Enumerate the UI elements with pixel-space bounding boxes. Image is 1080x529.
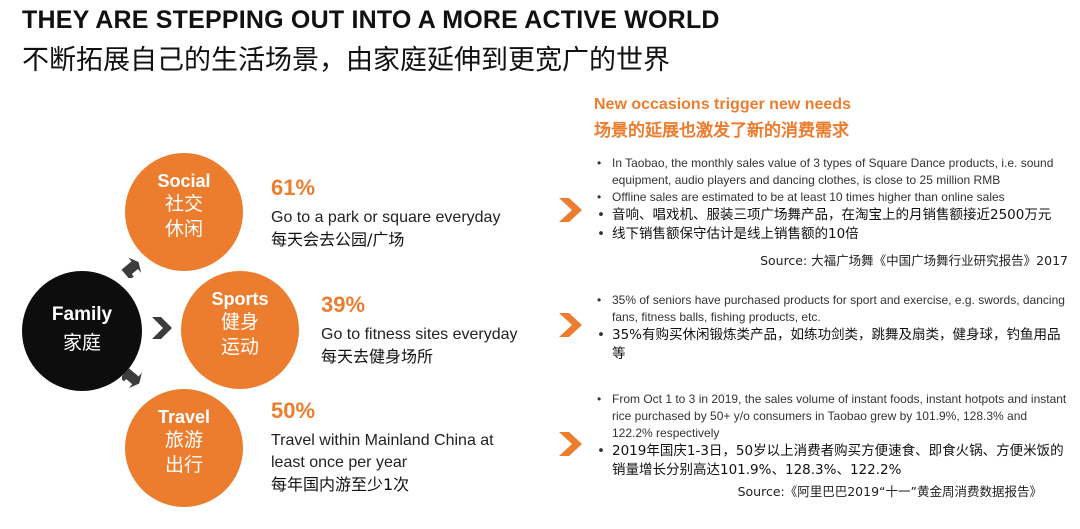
list-item: 线下销售额保守估计是线上销售额的10倍 (594, 225, 1069, 244)
list-item: Offline sales are estimated to be at lea… (594, 189, 1069, 206)
sports-circle: Sports 健身 运动 (181, 271, 299, 389)
travel-stat: 50% Travel within Mainland China at leas… (271, 398, 531, 496)
family-circle: Family 家庭 (22, 271, 142, 391)
list-item: 35%有购买休闲锻炼类产品，如练功剑类，跳舞及扇类，健身球，钓鱼用品等 (594, 326, 1069, 364)
category-label-en: Social (157, 171, 211, 191)
arrow-right-icon (152, 317, 172, 339)
chevron-right-icon (559, 198, 582, 222)
stat-description: Go to fitness sites everyday (321, 326, 518, 343)
stat-description-zh: 每天会去公园/广场 (271, 230, 405, 249)
bullet-list-sports: 35% of seniors have purchased products f… (594, 292, 1069, 364)
category-label-zh: 运动 (220, 336, 259, 358)
stat-percent: 50% (271, 398, 316, 423)
stat-description-zh: 每天去健身场所 (321, 347, 434, 366)
list-item: In Taobao, the monthly sales value of 3 … (594, 155, 1069, 189)
stat-percent: 39% (321, 292, 366, 317)
list-item: 2019年国庆1-3日，50岁以上消费者购买方便速食、即食火锅、方便米饭的销量增… (594, 442, 1069, 480)
family-label-en: Family (51, 304, 113, 325)
source-note: Source:《阿里巴巴2019“十一”黄金周消费数据报告》 (737, 484, 1042, 499)
chevron-right-icon (559, 313, 582, 337)
page-title: THEY ARE STEPPING OUT INTO A MORE ACTIVE… (22, 6, 720, 34)
social-circle: Social 社交 休闲 (125, 153, 243, 271)
stat-description: Go to a park or square everyday (271, 209, 501, 226)
list-item: 音响、唱戏机、服装三项广场舞产品，在淘宝上的月销售额接近2500万元 (594, 206, 1069, 225)
stat-description-zh: 每年国内游至少1次 (271, 475, 410, 494)
stat-description: Travel within Mainland China at least on… (271, 432, 494, 471)
sports-stat: 39% Go to fitness sites everyday 每天去健身场所 (321, 292, 518, 368)
category-label-zh: 出行 (164, 454, 203, 476)
right-header-zh: 场景的延展也激发了新的消费需求 (594, 121, 849, 141)
page-subtitle: 不断拓展自己的生活场景，由家庭延伸到更宽广的世界 (22, 45, 670, 76)
right-header-en: New occasions trigger new needs (594, 96, 851, 113)
category-label-zh: 旅游 (164, 429, 203, 451)
bullet-list-travel: From Oct 1 to 3 in 2019, the sales volum… (594, 391, 1069, 480)
list-item: 35% of seniors have purchased products f… (594, 292, 1069, 326)
family-label-zh: 家庭 (62, 332, 101, 354)
arrow-down-right-icon (122, 368, 142, 388)
arrow-up-right-icon (121, 257, 142, 278)
stat-percent: 61% (271, 175, 316, 200)
right-header: New occasions trigger new needs 场景的延展也激发… (594, 96, 851, 141)
chevron-right-icon (559, 432, 582, 456)
source-note: Source: 大福广场舞《中国广场舞行业研究报告》2017 (760, 253, 1068, 268)
category-label-en: Sports (211, 289, 269, 309)
category-label-zh: 社交 (164, 193, 203, 215)
social-stat: 61% Go to a park or square everyday 每天会去… (271, 175, 500, 251)
category-label-en: Travel (157, 407, 211, 427)
bullet-list-social: In Taobao, the monthly sales value of 3 … (594, 155, 1069, 244)
category-label-zh: 健身 (220, 311, 259, 333)
travel-circle: Travel 旅游 出行 (125, 389, 243, 507)
list-item: From Oct 1 to 3 in 2019, the sales volum… (594, 391, 1069, 442)
category-label-zh: 休闲 (164, 218, 203, 240)
